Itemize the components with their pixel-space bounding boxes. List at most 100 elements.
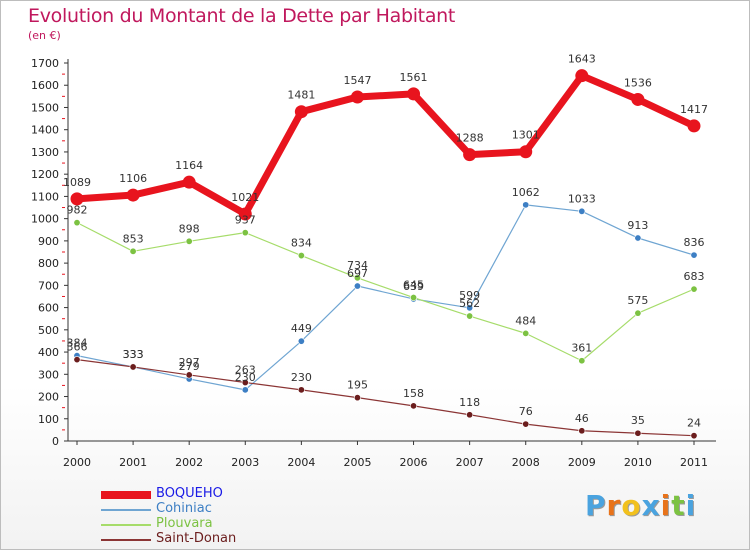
legend-label: Saint-Donan — [156, 531, 237, 546]
data-label-cohiniac: 639 — [403, 280, 424, 293]
data-point-cohiniac — [241, 386, 249, 394]
data-point-boqueho — [407, 87, 421, 101]
data-point-saint-donan — [353, 394, 361, 402]
data-point-cohiniac — [297, 337, 305, 345]
data-label-cohiniac: 449 — [291, 322, 312, 335]
y-tick-label: 300 — [38, 368, 59, 381]
data-point-cohiniac — [522, 201, 530, 209]
data-label-boqueho: 1547 — [343, 74, 371, 87]
data-point-cohiniac — [690, 251, 698, 259]
y-tick-label: 1100 — [31, 190, 59, 203]
data-point-boqueho — [631, 92, 645, 106]
data-label-boqueho: 1106 — [119, 172, 147, 185]
data-label-saint-donan: 195 — [347, 379, 368, 392]
x-tick-label: 2002 — [175, 456, 203, 469]
data-label-plouvara: 982 — [67, 204, 88, 217]
x-tick-label: 2007 — [456, 456, 484, 469]
data-point-saint-donan — [410, 402, 418, 410]
data-point-saint-donan — [578, 427, 586, 435]
legend-label: BOQUEHO — [156, 486, 223, 501]
data-point-cohiniac — [466, 304, 474, 312]
data-label-saint-donan: 76 — [519, 405, 533, 418]
data-label-plouvara: 645 — [403, 279, 424, 292]
y-tick-label: 600 — [38, 302, 59, 315]
data-label-boqueho: 1301 — [512, 129, 540, 142]
data-label-boqueho: 1481 — [287, 89, 315, 102]
data-point-saint-donan — [522, 420, 530, 428]
data-point-boqueho — [463, 148, 477, 162]
legend-swatch — [101, 491, 151, 499]
data-label-boqueho: 1089 — [63, 176, 91, 189]
x-tick-label: 2003 — [231, 456, 259, 469]
data-point-plouvara — [466, 312, 474, 320]
data-point-saint-donan — [73, 356, 81, 364]
data-label-cohiniac: 1033 — [568, 192, 596, 205]
data-point-saint-donan — [297, 386, 305, 394]
data-point-plouvara — [410, 294, 418, 302]
data-point-plouvara — [185, 237, 193, 245]
data-label-boqueho: 1561 — [400, 71, 428, 84]
data-point-saint-donan — [690, 432, 698, 440]
axes: 0 100 200 300 400 500 600 700 800 900 1000 1100 1200… — [31, 57, 716, 469]
data-label-boqueho: 1417 — [680, 103, 708, 116]
data-point-plouvara — [297, 252, 305, 260]
data-point-cohiniac — [578, 207, 586, 215]
data-label-boqueho: 1021 — [231, 191, 259, 204]
series-layer — [70, 69, 701, 440]
series-line-plouvara — [76, 222, 695, 362]
y-tick-label: 1700 — [31, 57, 59, 70]
x-tick-label: 2005 — [343, 456, 371, 469]
y-tick-label: 1400 — [31, 124, 59, 137]
data-label-cohiniac: 384 — [67, 337, 88, 350]
y-tick-label: 1200 — [31, 168, 59, 181]
data-point-boqueho — [238, 207, 252, 221]
data-label-boqueho: 1643 — [568, 53, 596, 66]
series-line-saint-donan — [76, 359, 695, 437]
data-label-boqueho: 1288 — [456, 132, 484, 145]
data-point-saint-donan — [241, 379, 249, 387]
data-point-boqueho — [126, 188, 140, 202]
data-label-saint-donan: 158 — [403, 387, 424, 400]
data-label-plouvara: 361 — [571, 342, 592, 355]
data-label-saint-donan: 297 — [179, 356, 200, 369]
data-label-saint-donan: 366 — [67, 341, 88, 354]
y-tick-label: 1300 — [31, 146, 59, 159]
data-point-cohiniac — [353, 282, 361, 290]
data-label-cohiniac: 279 — [179, 360, 200, 373]
x-tick-label: 2009 — [568, 456, 596, 469]
data-label-saint-donan: 333 — [123, 348, 144, 361]
y-tick-label: 900 — [38, 235, 59, 248]
data-point-saint-donan — [466, 411, 474, 419]
data-point-boqueho — [182, 175, 196, 189]
data-label-plouvara: 734 — [347, 259, 368, 272]
data-point-plouvara — [129, 247, 137, 255]
x-tick-label: 2010 — [624, 456, 652, 469]
data-label-boqueho: 1164 — [175, 159, 203, 172]
data-label-saint-donan: 24 — [687, 417, 701, 430]
data-point-plouvara — [353, 274, 361, 282]
x-tick-label: 2008 — [512, 456, 540, 469]
legend-swatch — [101, 509, 151, 511]
data-label-plouvara: 898 — [179, 222, 200, 235]
x-tick-label: 2004 — [287, 456, 315, 469]
data-point-plouvara — [634, 309, 642, 317]
data-point-boqueho — [294, 105, 308, 119]
data-point-saint-donan — [129, 363, 137, 371]
y-tick-label: 1000 — [31, 213, 59, 226]
y-axis-unit: (en €) — [28, 29, 61, 42]
x-tick-label: 2011 — [680, 456, 708, 469]
data-point-plouvara — [578, 357, 586, 365]
legend-swatch — [101, 524, 151, 526]
data-label-plouvara: 484 — [515, 314, 536, 327]
y-tick-label: 500 — [38, 324, 59, 337]
data-label-plouvara: 575 — [627, 294, 648, 307]
data-point-boqueho — [575, 69, 589, 83]
data-label-saint-donan: 263 — [235, 364, 256, 377]
data-label-saint-donan: 46 — [575, 412, 589, 425]
data-label-plouvara: 834 — [291, 237, 312, 250]
data-label-saint-donan: 230 — [291, 371, 312, 384]
data-labels: 384 333 279 230 449 697 639 599 1062 1033 913 836 98… — [63, 53, 708, 430]
y-tick-label: 800 — [38, 257, 59, 270]
